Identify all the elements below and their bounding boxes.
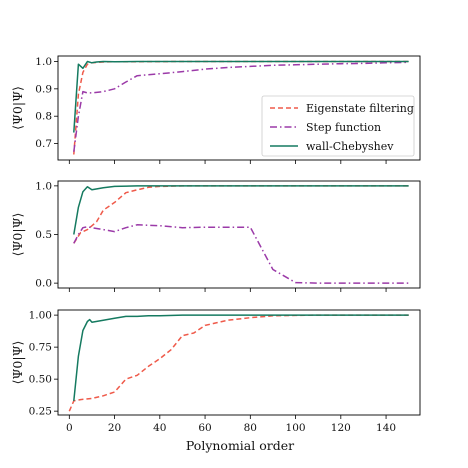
y-tick-label: 1.00: [29, 310, 52, 322]
panels: 0.7 0.8 0.9 1.0 ⟨Ψ0|Ψ⟩ 0.0 0.5 1.0 ⟨Ψ0|Ψ⟩ 0.25 0.5…: [10, 55, 421, 434]
y-tick-label: 0.25: [29, 406, 52, 418]
plot-frame: [57, 309, 421, 416]
x-tick-label: 20: [108, 422, 121, 434]
x-tick-label: 60: [198, 422, 211, 434]
x-tick-label: 40: [153, 422, 166, 434]
plot-frame: [57, 180, 421, 289]
x-tick-label: 100: [286, 422, 306, 434]
y-tick-label: 0.50: [29, 374, 52, 386]
y-axis-title: ⟨Ψ0|Ψ⟩: [10, 86, 25, 130]
series-line-eigenstate-filtering: [68, 314, 409, 412]
series-line-wall-chebyshev: [73, 60, 409, 133]
panel-1: 0.7 0.8 0.9 1.0 ⟨Ψ0|Ψ⟩: [10, 55, 421, 164]
legend-entry: wall-Chebyshev: [306, 140, 394, 153]
plot-frame: [57, 55, 421, 161]
y-tick-label: 0.7: [35, 138, 52, 150]
legend-entry: Step function: [306, 121, 381, 134]
panel-3: 0.25 0.50 0.75 1.00 0 20 40 60 80 100 120 140 ⟨Ψ0|Ψ⟩: [10, 309, 421, 434]
x-axis-title: Polynomial order: [186, 438, 294, 453]
series-line-wall-chebyshev: [73, 185, 409, 235]
y-tick-label: 0.0: [35, 278, 52, 290]
series-line-step-function: [73, 61, 409, 152]
x-tick-label: 0: [66, 422, 73, 434]
y-tick-label: 0.5: [35, 229, 52, 241]
x-tick-label: 120: [331, 422, 351, 434]
panel-2: 0.0 0.5 1.0 ⟨Ψ0|Ψ⟩: [10, 180, 421, 292]
y-axis-title: ⟨Ψ0|Ψ⟩: [10, 341, 25, 385]
y-tick-label: 0.75: [29, 342, 52, 354]
x-tick-label: 80: [244, 422, 257, 434]
y-tick-label: 0.8: [35, 111, 52, 123]
series-line-wall-chebyshev: [73, 314, 409, 401]
legend-box: [261, 95, 415, 157]
y-tick-label: 1.0: [35, 56, 52, 68]
y-axis-title: ⟨Ψ0|Ψ⟩: [10, 213, 25, 257]
y-tick-label: 0.9: [35, 83, 52, 95]
series-line-eigenstate-filtering: [73, 185, 409, 244]
legend: Eigenstate filtering Step function wall-Ch…: [261, 95, 415, 157]
series-line-step-function: [73, 224, 409, 284]
y-tick-label: 1.0: [35, 180, 52, 192]
x-tick-label: 140: [376, 422, 396, 434]
legend-entry: Eigenstate filtering: [306, 102, 414, 115]
